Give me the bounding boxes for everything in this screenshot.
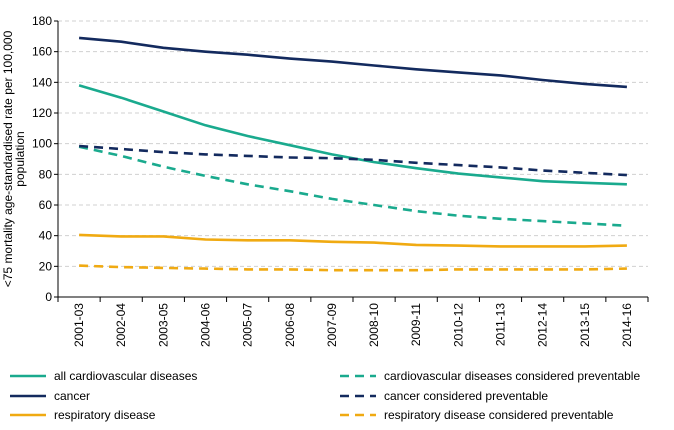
y-tick-label: 180 (32, 14, 52, 28)
x-tick-label: 2002-04 (114, 303, 128, 347)
y-tick-label: 120 (32, 106, 52, 120)
x-tick-label: 2010-12 (451, 303, 465, 347)
x-tick-label: 2012-14 (536, 303, 550, 347)
x-tick-label: 2008-10 (367, 303, 381, 347)
x-tick-label: 2011-13 (494, 303, 508, 346)
series-line-4 (79, 233, 627, 248)
legend-label: cancer considered preventable (384, 389, 548, 403)
x-tick-label: 2013-15 (578, 303, 592, 347)
x-tick-label: 2006-08 (283, 303, 297, 347)
y-axis-ticks: 0 20 40 60 80 100 120 140 160 180 (32, 14, 52, 304)
y-tick-label: 160 (32, 45, 52, 59)
x-tick-label: 2004-06 (199, 303, 213, 347)
series-lines (78, 36, 627, 272)
x-tick-label: 2003-05 (156, 303, 170, 347)
legend: all cardiovascular diseases cardiovascula… (10, 369, 640, 422)
x-tick-label: 2014-16 (620, 303, 634, 347)
legend-label: cancer (54, 389, 90, 403)
legend-label: cardiovascular diseases considered preve… (384, 369, 640, 383)
x-tick-label: 2009-11 (409, 303, 423, 346)
series-line-2 (78, 36, 627, 89)
x-axis-ticks: 2001-03 2002-04 2003-05 2004-06 2005-07 2006-… (72, 303, 634, 347)
gridlines (58, 20, 648, 267)
x-tick-label: 2001-03 (72, 303, 86, 347)
legend-label: respiratory disease (54, 408, 156, 422)
y-tick-label: 140 (32, 75, 52, 89)
y-axis-label: <75 mortality age-standardised rate per … (1, 30, 27, 287)
y-tick-label: 0 (45, 290, 52, 304)
y-tick-label: 20 (39, 259, 53, 273)
x-tick-label: 2007-09 (325, 303, 339, 347)
y-tick-label: 80 (39, 167, 53, 181)
y-axis-label-line: <75 mortality age-standardised rate per … (1, 30, 15, 287)
series-line-1 (78, 145, 627, 227)
y-axis-label-line: population (13, 131, 27, 186)
y-tick-label: 100 (32, 137, 52, 151)
axes (54, 20, 649, 302)
y-tick-label: 40 (39, 229, 53, 243)
series-line-5 (79, 264, 627, 272)
y-tick-label: 60 (39, 198, 53, 212)
x-tick-label: 2005-07 (241, 303, 255, 347)
series-line-3 (79, 144, 627, 177)
legend-label: all cardiovascular diseases (54, 369, 197, 383)
legend-label: respiratory disease considered preventab… (384, 408, 614, 422)
